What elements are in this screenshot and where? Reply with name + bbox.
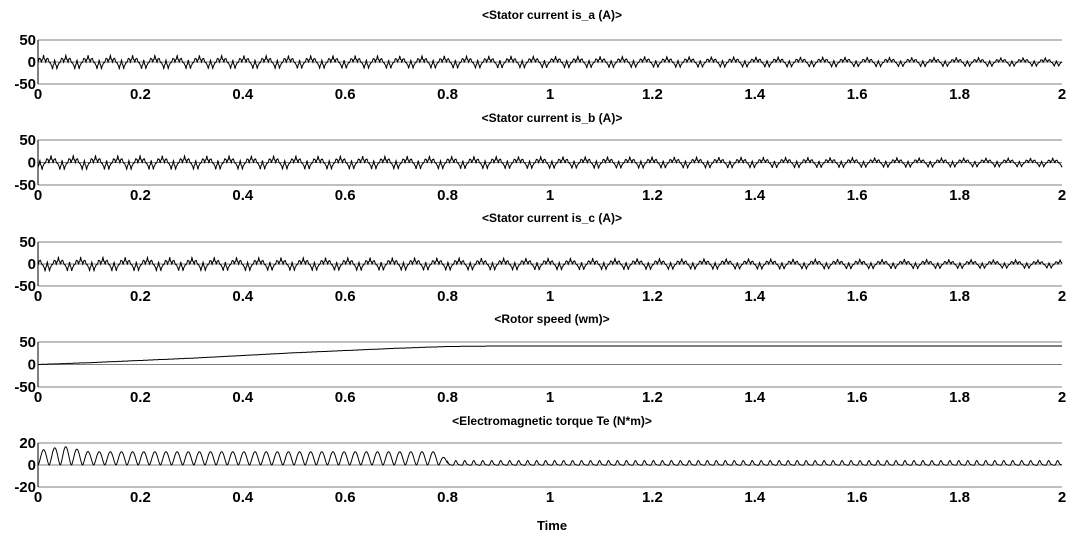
panel-title: <Electromagnetic torque Te (N*m)> xyxy=(452,414,652,428)
series-line xyxy=(37,153,1063,172)
x-tick-label: 1.4 xyxy=(744,86,766,103)
series-line xyxy=(37,53,1063,71)
x-tick-label: 2 xyxy=(1058,389,1066,406)
x-tick-label: 0 xyxy=(34,86,42,103)
x-tick-label: 0.2 xyxy=(130,288,151,305)
panel-stator-current-b: <Stator current is_b (A)>500-500 0.2 0.4 0.… xyxy=(14,111,1066,204)
panel-title: <Stator current is_b (A)> xyxy=(482,111,623,125)
x-tick-label: 0.8 xyxy=(437,288,458,305)
x-tick-label: 1.6 xyxy=(847,288,868,305)
x-tick-label: 0.6 xyxy=(335,288,356,305)
x-tick-label: 1.8 xyxy=(949,288,970,305)
y-tick-label: -50 xyxy=(14,76,36,93)
panel-title: <Rotor speed (wm)> xyxy=(494,312,609,326)
y-tick-label: -50 xyxy=(14,379,36,396)
x-tick-label: 1.2 xyxy=(642,288,663,305)
x-tick-label: 1.8 xyxy=(949,86,970,103)
y-tick-label: 0 xyxy=(28,256,36,273)
y-tick-label: -50 xyxy=(14,177,36,194)
y-tick-label: 20 xyxy=(19,435,36,452)
x-tick-label: 0.2 xyxy=(130,489,151,506)
series-line xyxy=(38,345,1062,365)
series-line xyxy=(37,446,1063,466)
x-tick-label: 0.8 xyxy=(437,86,458,103)
x-tick-label: 0.4 xyxy=(232,489,254,506)
y-tick-label: -50 xyxy=(14,278,36,295)
panel-title: <Stator current is_c (A)> xyxy=(482,211,622,225)
x-tick-label: 0.2 xyxy=(130,389,151,406)
x-tick-label: 1.6 xyxy=(847,389,868,406)
panel-rotor-speed: <Rotor speed (wm)>500-500 0.2 0.4 0.6 0.8 1 1.… xyxy=(14,312,1066,406)
x-tick-label: 0 xyxy=(34,489,42,506)
x-tick-label: 0 xyxy=(34,187,42,204)
x-tick-label: 0 xyxy=(34,288,42,305)
panel-stator-current-c: <Stator current is_c (A)>500-500 0.2 0.4 0.… xyxy=(14,211,1066,305)
y-tick-label: -20 xyxy=(14,479,36,496)
x-tick-label: 2 xyxy=(1058,489,1066,506)
x-tick-label: 1 xyxy=(546,288,554,305)
x-tick-label: 2 xyxy=(1058,86,1066,103)
panel-electromagnetic-torque: <Electromagnetic torque Te (N*m)>200-200… xyxy=(14,414,1066,506)
y-tick-label: 0 xyxy=(28,155,36,172)
x-tick-label: 1.6 xyxy=(847,489,868,506)
y-tick-label: 50 xyxy=(19,334,36,351)
x-tick-label: 0.6 xyxy=(335,489,356,506)
y-tick-label: 50 xyxy=(19,132,36,149)
y-tick-label: 0 xyxy=(28,457,36,474)
x-tick-label: 0.8 xyxy=(437,389,458,406)
x-axis-label: Time xyxy=(537,518,567,533)
x-tick-label: 0.8 xyxy=(437,187,458,204)
x-tick-label: 1.8 xyxy=(949,187,970,204)
x-tick-label: 1.2 xyxy=(642,489,663,506)
y-tick-label: 0 xyxy=(28,54,36,71)
y-tick-label: 0 xyxy=(28,357,36,374)
x-tick-label: 0.6 xyxy=(335,187,356,204)
x-tick-label: 1.6 xyxy=(847,187,868,204)
x-tick-label: 0.6 xyxy=(335,389,356,406)
x-tick-label: 0.4 xyxy=(232,389,254,406)
x-tick-label: 1.2 xyxy=(642,86,663,103)
y-tick-label: 50 xyxy=(19,234,36,251)
x-tick-label: 0.4 xyxy=(232,187,254,204)
x-tick-label: 1.6 xyxy=(847,86,868,103)
panel-title: <Stator current is_a (A)> xyxy=(482,8,622,22)
x-tick-label: 1 xyxy=(546,187,554,204)
x-tick-label: 1 xyxy=(546,86,554,103)
x-tick-label: 0.2 xyxy=(130,86,151,103)
x-tick-label: 1.4 xyxy=(744,389,766,406)
x-tick-label: 0.8 xyxy=(437,489,458,506)
x-tick-label: 1 xyxy=(546,389,554,406)
x-tick-label: 0.2 xyxy=(130,187,151,204)
panel-stator-current-a: <Stator current is_a (A)>500-500 0.2 0.4 0.… xyxy=(14,8,1066,103)
x-tick-label: 0.6 xyxy=(335,86,356,103)
series-line xyxy=(37,255,1063,273)
x-tick-label: 0.4 xyxy=(232,86,254,103)
x-tick-label: 1.2 xyxy=(642,389,663,406)
x-tick-label: 1.4 xyxy=(744,489,766,506)
y-tick-label: 50 xyxy=(19,32,36,49)
x-tick-label: 0 xyxy=(34,389,42,406)
x-tick-label: 1.8 xyxy=(949,389,970,406)
x-tick-label: 1.4 xyxy=(744,288,766,305)
x-tick-label: 1 xyxy=(546,489,554,506)
x-tick-label: 1.4 xyxy=(744,187,766,204)
x-tick-label: 2 xyxy=(1058,187,1066,204)
x-tick-label: 2 xyxy=(1058,288,1066,305)
x-tick-label: 1.8 xyxy=(949,489,970,506)
x-tick-label: 0.4 xyxy=(232,288,254,305)
x-tick-label: 1.2 xyxy=(642,187,663,204)
